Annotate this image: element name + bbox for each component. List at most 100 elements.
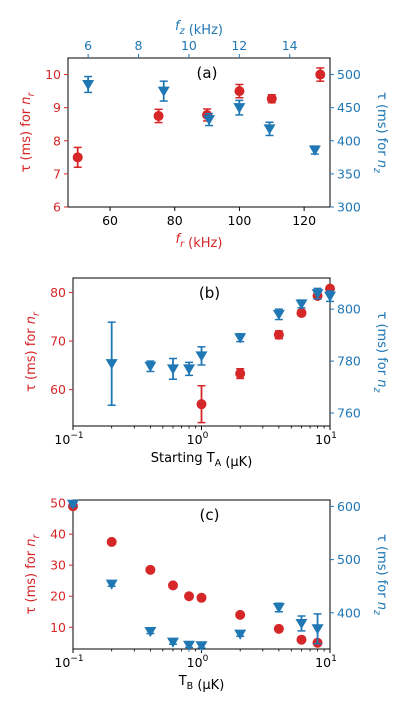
data-point — [144, 626, 157, 638]
y-left-tick-label: 50 — [50, 496, 66, 511]
data-point — [273, 329, 284, 340]
data-point — [203, 115, 216, 126]
data-point — [273, 623, 284, 634]
x-tick-label: 101 — [315, 431, 337, 447]
data-point — [157, 86, 170, 97]
y-left-tick-label: 8 — [53, 133, 61, 148]
data-point — [234, 333, 247, 344]
data-point — [72, 152, 83, 163]
y-right-tick-label: 400 — [337, 605, 361, 620]
data-point — [324, 291, 336, 302]
x-tick-label: 101 — [315, 654, 337, 670]
x-tick-label: 80 — [167, 213, 183, 228]
panel-label: (a) — [197, 64, 218, 82]
data-point — [195, 351, 208, 362]
data-point — [105, 359, 118, 370]
data-point — [105, 579, 118, 590]
data-point — [315, 69, 326, 80]
series-n-r — [196, 283, 335, 424]
x-top-tick-label: 6 — [84, 38, 92, 53]
y-left-axis-label: τ (ms) for nr — [24, 533, 42, 614]
x-axis-top: 6 8 10 12 14 fz (kHz) — [84, 19, 298, 58]
y-left-tick-label: 60 — [50, 382, 66, 397]
x-tick-label: 10−1 — [54, 431, 83, 447]
y-left-tick-label: 30 — [50, 558, 66, 573]
y-right-tick-label: 400 — [337, 133, 361, 148]
y-right-tick-label: 600 — [337, 499, 361, 514]
y-left-tick-label: 6 — [53, 200, 61, 215]
chart-panel-1: 60 80 100 120 fr (kHz) 6 8 10 12 14 fz (kHz) 6 7 8 9 10… — [19, 19, 389, 251]
y-right-tick-label: 500 — [337, 67, 361, 82]
x-axis-label: fr (kHz) — [176, 232, 223, 251]
data-point — [82, 79, 95, 91]
y-left-tick-label: 7 — [53, 166, 61, 181]
x-axis-label: TB (μK) — [178, 674, 225, 693]
x-top-axis-label: fz (kHz) — [175, 19, 223, 38]
data-point — [153, 110, 164, 121]
plot-frame — [67, 57, 331, 208]
y-right-tick-label: 300 — [337, 200, 361, 215]
y-right-tick-label: 780 — [337, 354, 361, 369]
data-point — [183, 364, 196, 375]
data-point — [234, 629, 247, 640]
y-left-tick-label: 10 — [45, 67, 61, 82]
series-n-r — [68, 501, 323, 648]
y-left-axis-label: τ (ms) for nr — [24, 311, 42, 392]
data-point — [272, 309, 285, 321]
x-axis-bottom: 60 80 100 120 fr (kHz) — [102, 207, 316, 251]
x-top-tick-label: 12 — [231, 38, 247, 53]
y-axis-left: 6 7 8 9 10 τ (ms) for nr — [19, 67, 68, 215]
x-tick-label: 10−1 — [54, 654, 83, 670]
x-tick-label: 60 — [102, 213, 118, 228]
data-point — [195, 641, 208, 652]
y-right-tick-label: 350 — [337, 166, 361, 181]
panel-label: (c) — [200, 506, 220, 524]
x-top-tick-label: 10 — [181, 38, 197, 53]
data-point — [272, 602, 285, 614]
data-point — [144, 361, 157, 372]
data-point — [296, 307, 307, 318]
data-point — [166, 637, 179, 648]
y-right-tick-label: 760 — [337, 406, 361, 421]
data-point — [296, 634, 307, 645]
y-left-tick-label: 20 — [50, 589, 66, 604]
y-axis-left: 10 20 30 40 50 τ (ms) for nr — [24, 496, 73, 635]
data-point — [311, 289, 324, 300]
x-tick-label: 100 — [187, 431, 209, 447]
chart-panel-3: 10−1 100 101 TB (μK) 10 20 30 40 50 τ (ms) for nr… — [24, 496, 389, 693]
y-axis-right: 760 780 800 τ (ms) for nz — [330, 302, 389, 421]
data-point — [263, 124, 276, 135]
data-point — [235, 368, 246, 379]
x-tick-label: 100 — [187, 654, 209, 670]
data-point — [234, 86, 245, 97]
y-axis-right: 300 350 400 450 500 τ (ms) for nz — [330, 67, 389, 215]
y-left-axis-label: τ (ms) for nr — [19, 91, 37, 172]
data-point — [311, 624, 324, 635]
x-axis-label: Starting TA (μK) — [151, 451, 253, 470]
y-right-axis-label: τ (ms) for nz — [371, 312, 389, 394]
y-left-tick-label: 70 — [50, 334, 66, 349]
series-n-z — [82, 75, 321, 156]
series-n-z — [67, 499, 324, 652]
x-top-tick-label: 8 — [135, 38, 143, 53]
data-point — [196, 399, 207, 410]
y-right-tick-label: 800 — [337, 302, 361, 317]
y-left-tick-label: 9 — [53, 100, 61, 115]
y-axis-right: 400 500 600 τ (ms) for nz — [330, 499, 389, 620]
x-axis-bottom: 10−1 100 101 TB (μK) — [54, 649, 337, 693]
data-point — [166, 364, 179, 375]
series-n-z — [105, 287, 336, 406]
y-left-tick-label: 80 — [50, 285, 66, 300]
data-point — [233, 103, 246, 114]
x-tick-label: 100 — [228, 213, 252, 228]
y-left-tick-label: 10 — [50, 620, 66, 635]
y-right-axis-label: τ (ms) for nz — [371, 92, 389, 174]
data-point — [184, 591, 195, 602]
data-point — [183, 640, 196, 651]
data-point — [266, 93, 277, 104]
data-point — [106, 536, 117, 547]
y-left-tick-label: 40 — [50, 527, 66, 542]
x-tick-label: 120 — [292, 213, 316, 228]
data-point — [67, 499, 79, 510]
